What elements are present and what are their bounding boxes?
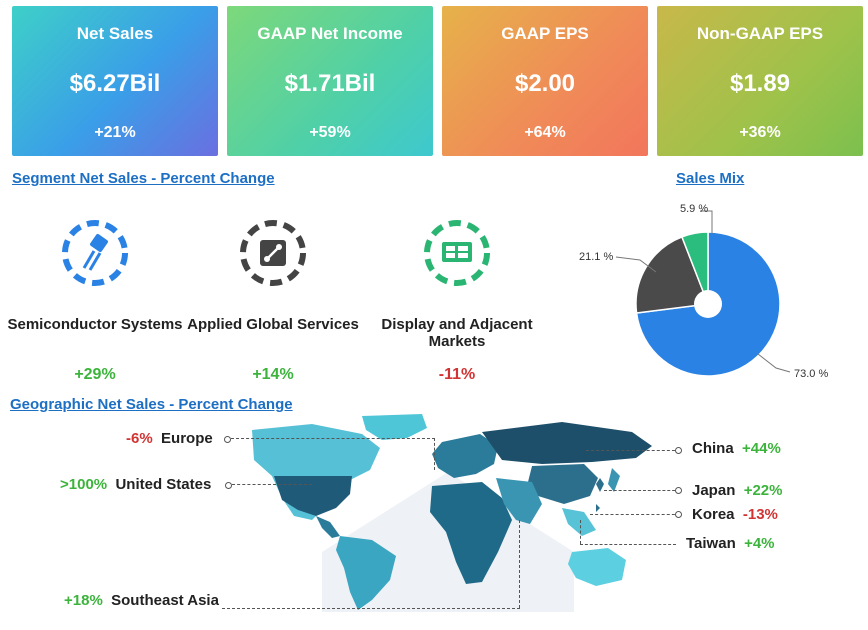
geo-section-title[interactable]: Geographic Net Sales - Percent Change: [10, 396, 293, 413]
kpi-value: $2.00: [514, 70, 576, 97]
segment-name: Semiconductor Systems: [7, 316, 183, 333]
display-icon: [422, 218, 492, 288]
segment-applied-global-services: Applied Global Services +14%: [178, 218, 368, 384]
pie-label-leader: [615, 256, 657, 273]
geo-change: +44%: [742, 440, 781, 457]
leader-line: [434, 438, 435, 470]
geo-name: China: [692, 440, 734, 457]
segment-semiconductor: Semiconductor Systems +29%: [0, 218, 190, 384]
geo-change: -13%: [742, 506, 778, 523]
segment-name: Applied Global Services: [187, 316, 359, 333]
kpi-change: +64%: [524, 124, 566, 141]
leader-line: [232, 484, 312, 485]
kpi-label: GAAP EPS: [501, 24, 589, 43]
geo-change: +4%: [744, 535, 775, 552]
leader-dot: [675, 511, 682, 518]
geo-name: Japan: [692, 482, 736, 499]
segment-display: Display and Adjacent Markets -11%: [362, 218, 552, 384]
geo-name: Taiwan: [686, 535, 736, 552]
kpi-label: GAAP Net Income: [257, 24, 403, 43]
leader-dot: [675, 487, 682, 494]
leader-dot: [675, 447, 682, 454]
world-map: [232, 412, 664, 612]
geo-name: United States: [115, 476, 212, 493]
leader-line: [586, 450, 680, 451]
geo-name: Korea: [692, 506, 735, 523]
kpi-label: Net Sales: [76, 24, 154, 43]
kpi-card-gaap-net-income: GAAP Net Income $1.71Bil +59%: [227, 6, 433, 156]
leader-line: [519, 520, 520, 608]
geo-southeast-asia: +18% Southeast Asia: [64, 592, 219, 609]
kpi-change: +59%: [309, 124, 351, 141]
pie-label-other: 5.9 %: [680, 203, 709, 215]
segment-change: +29%: [74, 366, 116, 383]
semiconductor-icon: [60, 218, 130, 288]
geo-change: -6%: [126, 430, 153, 447]
kpi-card-gaap-eps: GAAP EPS $2.00 +64%: [442, 6, 648, 156]
geo-change: +18%: [64, 592, 103, 609]
geo-korea: Korea -13%: [692, 506, 778, 523]
pie-label-display: 21.1 %: [579, 251, 614, 263]
sales-mix-title[interactable]: Sales Mix: [676, 170, 745, 187]
kpi-value: $1.89: [729, 70, 791, 97]
pie-slice-other: [680, 231, 709, 305]
segment-section-title[interactable]: Segment Net Sales - Percent Change: [12, 170, 275, 187]
kpi-card-net-sales: Net Sales $6.27Bil +21%: [12, 6, 218, 156]
leader-line: [580, 544, 676, 545]
leader-line: [604, 490, 680, 491]
kpi-change: +21%: [94, 124, 136, 141]
pie-slice-display: [635, 235, 710, 314]
leader-dot: [225, 482, 232, 489]
kpi-value: $6.27Bil: [69, 70, 161, 97]
segment-name: Display and Adjacent Markets: [381, 316, 533, 350]
leader-line: [222, 608, 520, 609]
pie-label-semiconductor: 73.0 %: [794, 368, 829, 380]
geo-europe: -6% Europe: [126, 430, 213, 447]
services-icon: [238, 218, 308, 288]
leader-line: [590, 514, 680, 515]
pie-label-leader: [757, 353, 791, 373]
kpi-value: $1.71Bil: [284, 70, 376, 97]
geo-china: China +44%: [692, 440, 781, 457]
geo-change: >100%: [60, 476, 108, 493]
leader-line: [231, 438, 435, 439]
geo-united-states: >100% United States: [60, 476, 211, 493]
segment-change: -11%: [438, 366, 476, 383]
leader-line: [580, 520, 581, 544]
geo-name: Southeast Asia: [111, 592, 219, 609]
geo-name: Europe: [161, 430, 213, 447]
geo-change: +22%: [743, 482, 783, 499]
geo-taiwan: Taiwan +4%: [686, 535, 775, 552]
pie-slice-semiconductor: [635, 231, 781, 377]
pie-center-hole: [694, 290, 722, 318]
geo-japan: Japan +22%: [692, 482, 783, 499]
kpi-change: +36%: [739, 124, 781, 141]
kpi-label: Non-GAAP EPS: [696, 24, 824, 43]
segment-change: +14%: [252, 366, 294, 383]
leader-dot: [224, 436, 231, 443]
kpi-card-non-gaap-eps: Non-GAAP EPS $1.89 +36%: [657, 6, 863, 156]
